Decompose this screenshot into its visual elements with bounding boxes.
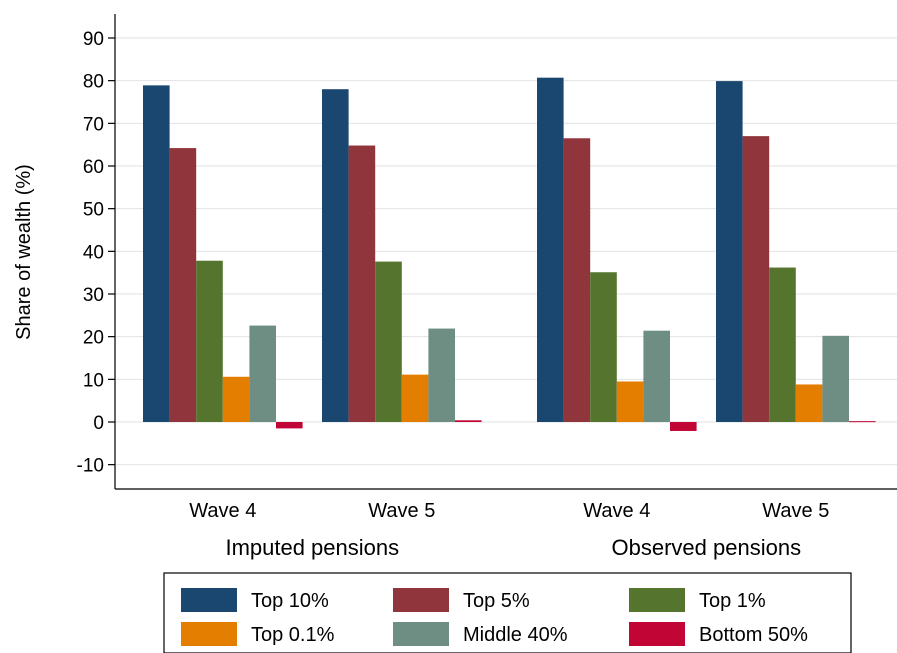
y-tick-label: 40: [83, 242, 104, 263]
group-label: Imputed pensions: [225, 535, 399, 560]
y-tick-label: 30: [83, 285, 104, 306]
bar-top-1-: [375, 261, 402, 422]
legend-swatch: [181, 622, 237, 646]
legend-swatch: [393, 622, 449, 646]
bar-top-0-1-: [401, 374, 429, 422]
y-tick-label: 80: [83, 72, 104, 93]
bar-bottom-50-: [670, 422, 697, 431]
legend: Top 10% Top 5% Top 1% Top 0.1% Middle 40% Bot…: [181, 588, 808, 646]
bar-middle-40-: [643, 330, 670, 422]
bar-top-5-: [563, 138, 591, 422]
wave-label: Wave 5: [368, 500, 435, 522]
bar-middle-40-: [249, 325, 276, 422]
legend-swatch: [629, 588, 685, 612]
y-tick-label: 50: [83, 200, 104, 221]
bar-top-5-: [169, 148, 197, 422]
bar-bottom-50-: [276, 422, 303, 429]
bar-top-10-: [716, 81, 743, 423]
bars: [143, 77, 876, 431]
bar-top-1-: [196, 260, 223, 422]
legend-label: Bottom 50%: [699, 624, 808, 646]
y-ticks: -10 0 10 20 30 40 50 60 70 80 90: [77, 29, 115, 477]
wave-label: Wave 5: [762, 500, 829, 522]
y-tick-label: 0: [93, 413, 104, 434]
bar-top-0-1-: [222, 376, 250, 422]
legend-label: Top 10%: [251, 590, 329, 612]
bar-top-0-1-: [795, 384, 823, 422]
bar-top-10-: [537, 77, 564, 423]
legend-box: [163, 572, 852, 653]
bar-top-5-: [742, 136, 770, 422]
wave-label: Wave 4: [189, 500, 256, 522]
bar-middle-40-: [428, 328, 455, 422]
x-labels: Wave 4 Wave 5 Imputed pensions Wave 4 Wave 5…: [189, 500, 829, 560]
bar-top-5-: [348, 145, 376, 422]
legend-swatch: [393, 588, 449, 612]
legend-swatch: [629, 622, 685, 646]
bar-middle-40-: [822, 335, 849, 422]
bar-top-0-1-: [616, 381, 644, 422]
legend-label: Top 5%: [463, 590, 530, 612]
wave-label: Wave 4: [583, 500, 650, 522]
legend-swatch: [181, 588, 237, 612]
bar-bottom-50-: [455, 420, 482, 422]
group-label: Observed pensions: [612, 535, 802, 560]
y-tick-label: 10: [83, 370, 104, 391]
legend-label: Top 1%: [699, 590, 766, 612]
y-tick-label: 90: [83, 29, 104, 50]
y-tick-label: 20: [83, 328, 104, 349]
legend-label: Top 0.1%: [251, 624, 335, 646]
bar-top-1-: [769, 267, 796, 422]
bar-bottom-50-: [849, 421, 876, 423]
y-tick-label: 70: [83, 114, 104, 135]
y-tick-label: 60: [83, 157, 104, 178]
y-axis-title: Share of wealth (%): [13, 164, 35, 340]
y-tick-label: -10: [77, 456, 104, 477]
bar-top-10-: [143, 85, 170, 423]
bar-top-1-: [590, 272, 617, 422]
bar-top-10-: [322, 89, 349, 422]
legend-label: Middle 40%: [463, 624, 568, 646]
